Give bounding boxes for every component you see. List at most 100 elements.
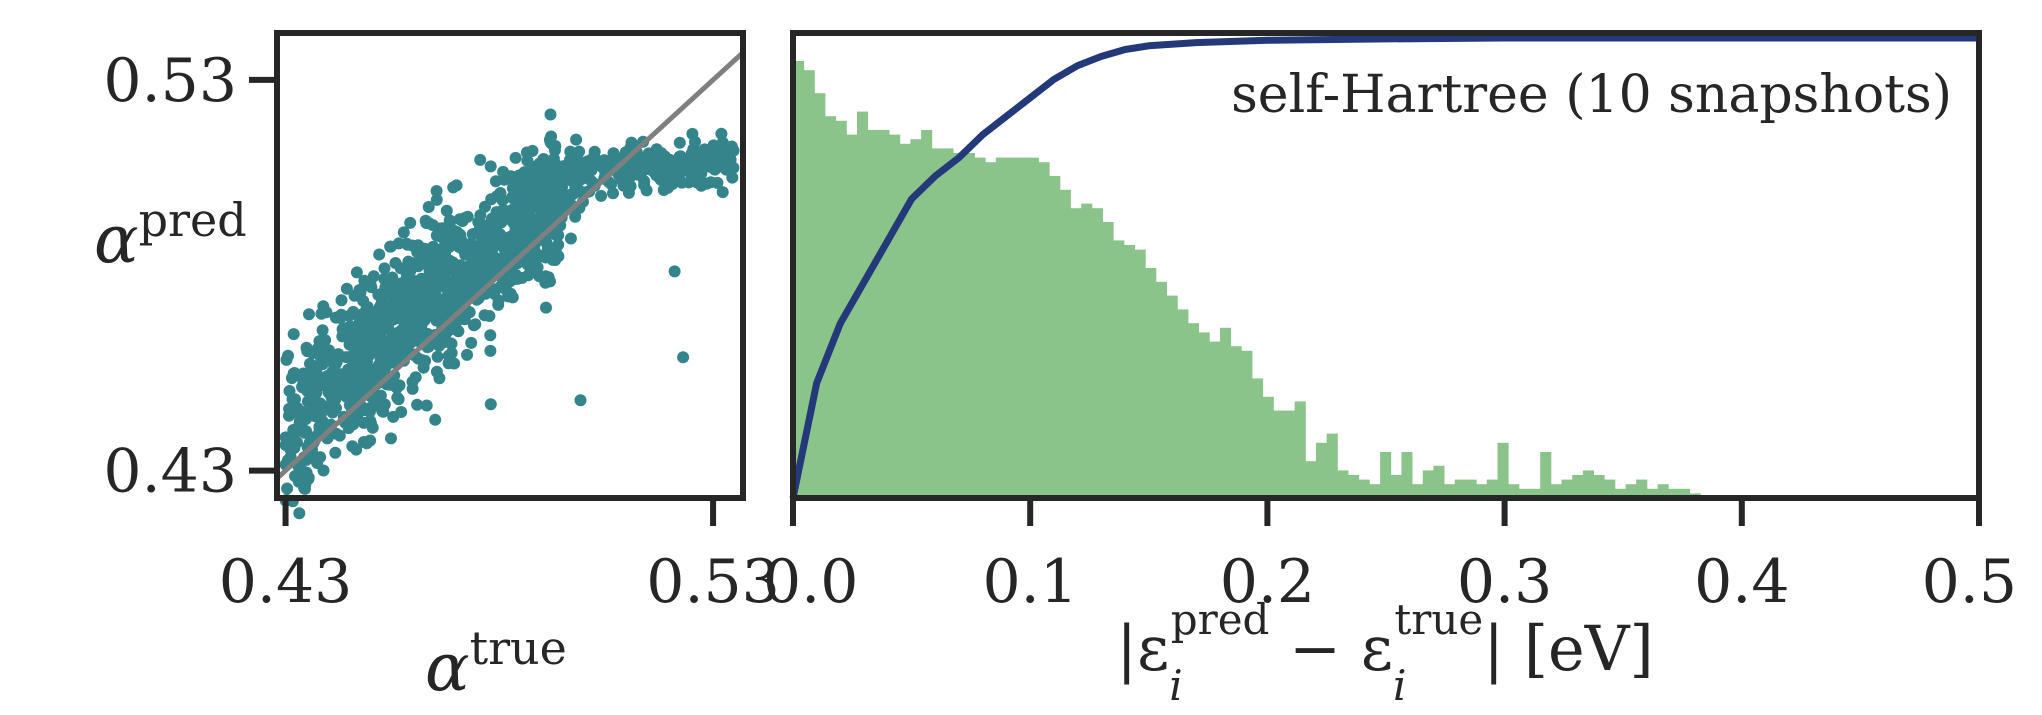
histogram-panel: 0.0 0.1 0.2 0.3 0.4 0.5 self-Hartree (10 snap… xyxy=(763,30,2017,710)
scatter-point xyxy=(285,372,298,385)
histogram-bar xyxy=(1529,488,1541,498)
scatter-point xyxy=(560,160,573,173)
scatter-point xyxy=(468,227,481,240)
scatter-point xyxy=(335,294,348,307)
scatter-point xyxy=(480,271,493,283)
scatter-point xyxy=(526,144,539,157)
histogram-bar xyxy=(1614,488,1626,498)
scatter-point xyxy=(675,165,688,178)
histogram-bar xyxy=(1177,309,1189,498)
histogram-bar xyxy=(1476,484,1488,498)
scatter-point xyxy=(440,301,453,314)
scatter-point xyxy=(384,240,397,253)
scatter-point xyxy=(461,348,473,361)
scatter-point xyxy=(404,265,417,278)
scatter-point xyxy=(522,253,535,266)
scatter-point xyxy=(372,288,385,301)
scatter-point xyxy=(352,326,365,339)
scatter-point xyxy=(329,375,342,388)
scatter-point xyxy=(307,363,320,376)
scatter-y-label: αpred xyxy=(94,193,247,278)
scatter-point xyxy=(595,189,608,202)
scatter-point xyxy=(516,194,529,207)
scatter-point xyxy=(540,301,552,314)
histogram-bar xyxy=(846,134,858,498)
scatter-point xyxy=(369,398,381,411)
x-tick-label: 0.3 xyxy=(1457,547,1552,617)
scatter-point xyxy=(484,160,497,173)
scatter-point xyxy=(494,187,507,199)
scatter-point xyxy=(538,173,551,186)
histogram-bar xyxy=(1636,479,1648,498)
scatter-point xyxy=(544,136,557,149)
scatter-x-ticks: 0.43 0.53 xyxy=(219,498,780,617)
scatter-point xyxy=(479,200,491,213)
scatter-point xyxy=(544,108,557,121)
scatter-point xyxy=(469,318,482,331)
histogram-bar xyxy=(1123,245,1135,498)
scatter-point xyxy=(402,293,415,306)
scatter-point xyxy=(296,406,309,418)
dataset-annotation: self-Hartree (10 snapshots) xyxy=(1231,65,1952,125)
scatter-point xyxy=(588,145,601,158)
identity-reference-line xyxy=(275,50,745,481)
histogram-bar xyxy=(1230,346,1242,498)
scatter-point xyxy=(408,303,421,316)
scatter-point xyxy=(431,350,444,363)
histogram-bar xyxy=(910,139,922,498)
scatter-point xyxy=(429,413,442,426)
scatter-point xyxy=(570,133,583,146)
histogram-bar xyxy=(1412,484,1424,498)
scatter-point xyxy=(365,417,378,430)
histogram-bar xyxy=(1401,452,1413,498)
scatter-point xyxy=(673,136,686,149)
histogram-bar xyxy=(1262,396,1274,498)
histogram-bar xyxy=(889,134,901,498)
scatter-point xyxy=(538,195,551,208)
scatter-point xyxy=(298,482,311,495)
histogram-bar xyxy=(1294,401,1306,498)
histogram-bar xyxy=(942,148,954,498)
scatter-point xyxy=(330,356,343,369)
scatter-point xyxy=(381,275,394,288)
scatter-points xyxy=(279,108,740,520)
scatter-point xyxy=(511,272,524,285)
scatter-point xyxy=(316,324,329,337)
histogram-bar xyxy=(974,157,986,498)
scatter-point xyxy=(330,402,342,415)
scatter-panel: 0.43 0.53 0.43 0.53 αpred αtrue xyxy=(94,30,780,706)
scatter-point xyxy=(373,248,386,261)
scatter-point xyxy=(378,262,391,275)
histogram-bar xyxy=(1027,157,1039,498)
scatter-point xyxy=(391,391,404,404)
scatter-point xyxy=(440,204,453,217)
scatter-point xyxy=(715,127,728,140)
scatter-point xyxy=(414,244,427,257)
scatter-y-ticks: 0.43 0.53 xyxy=(103,46,277,507)
scatter-point xyxy=(430,193,443,206)
histogram-bar xyxy=(1220,327,1232,498)
scatter-point xyxy=(685,170,698,183)
scatter-point xyxy=(564,232,577,245)
scatter-point xyxy=(298,426,311,439)
scatter-point xyxy=(350,266,363,279)
scatter-point xyxy=(365,332,377,345)
scatter-point xyxy=(430,229,443,242)
scatter-point xyxy=(329,393,342,406)
histogram-bar xyxy=(1380,452,1392,498)
scatter-point xyxy=(700,177,713,190)
histogram-bar xyxy=(1497,442,1509,498)
scatter-point xyxy=(287,328,300,341)
histogram-bar xyxy=(1625,484,1637,498)
scatter-point xyxy=(434,309,447,322)
histogram-bar xyxy=(1017,157,1029,498)
scatter-point xyxy=(489,175,502,188)
cumulative-distribution-line xyxy=(789,34,1979,499)
scatter-point xyxy=(522,231,535,244)
histogram-bar xyxy=(803,70,815,498)
scatter-point xyxy=(344,370,357,383)
scatter-point xyxy=(658,172,671,185)
scatter-point xyxy=(533,217,545,230)
scatter-point xyxy=(668,265,681,278)
